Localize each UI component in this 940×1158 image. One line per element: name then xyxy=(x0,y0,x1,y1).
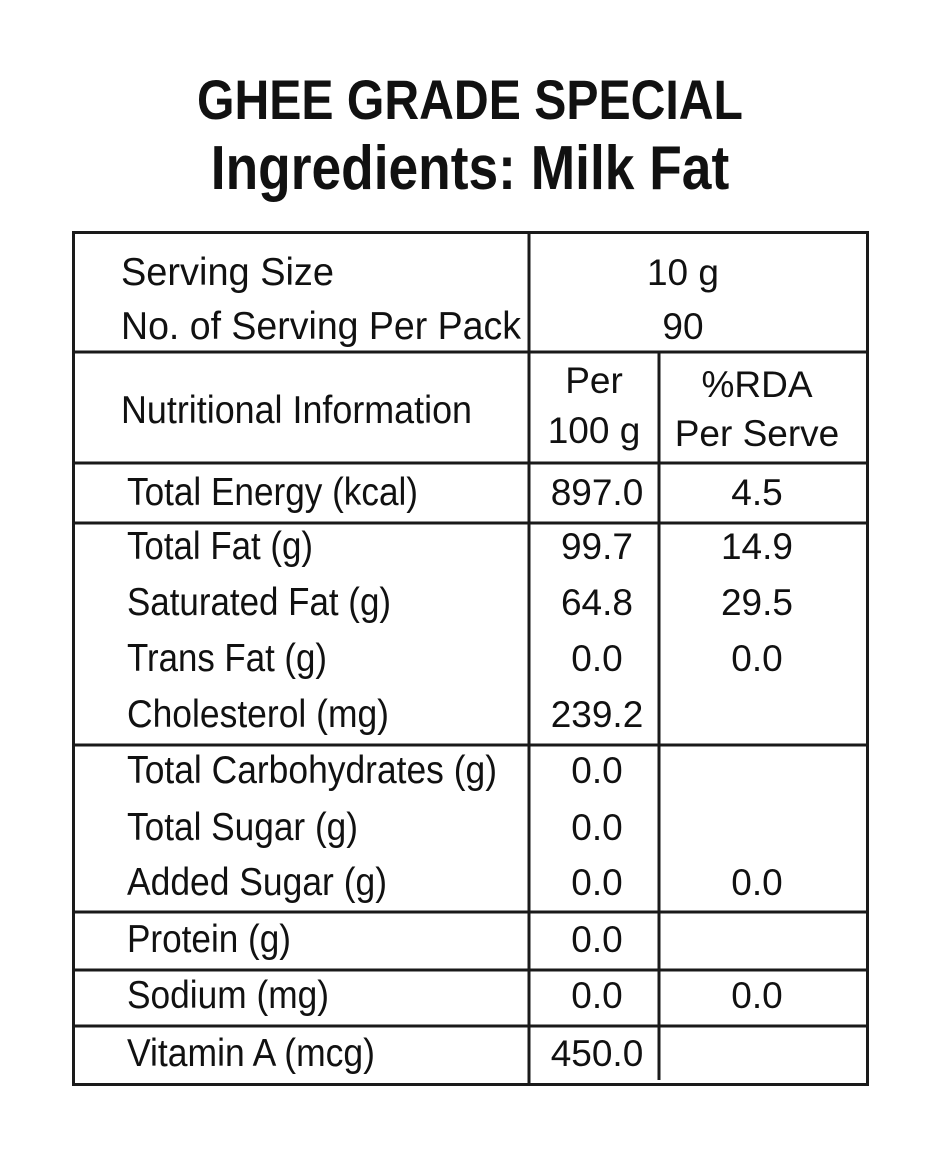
ingredients-line: Ingredients: Milk Fat xyxy=(210,134,730,203)
per-100g-value: 0.0 xyxy=(571,919,622,960)
nutrient-name: Saturated Fat (g) xyxy=(127,581,391,624)
per-100g-value: 0.0 xyxy=(571,638,622,679)
product-title: GHEE GRADE SPECIAL xyxy=(197,68,743,131)
rda-value: 0.0 xyxy=(731,862,782,903)
rda-value: 14.9 xyxy=(721,526,793,567)
per-100g-value: 64.8 xyxy=(561,582,633,623)
servings-per-pack-label: No. of Serving Per Pack xyxy=(121,305,521,348)
nutrient-name: Total Sugar (g) xyxy=(127,806,358,849)
nutrient-rows: Total Energy (kcal) 897.0 4.5 Total Fat (g)… xyxy=(127,471,793,1075)
nutrient-name: Total Energy (kcal) xyxy=(127,471,418,514)
nutrient-name: Vitamin A (mcg) xyxy=(127,1032,375,1075)
rda-value: 0.0 xyxy=(731,975,782,1016)
servings-per-pack-value: 90 xyxy=(662,306,703,347)
nutrient-name: Protein (g) xyxy=(127,918,291,961)
per-100g-value: 0.0 xyxy=(571,975,622,1016)
rda-value: 0.0 xyxy=(731,638,782,679)
nutrient-name: Cholesterol (mg) xyxy=(127,693,389,736)
per-100g-value: 450.0 xyxy=(551,1033,644,1074)
table-border xyxy=(72,231,869,1086)
nutrient-name: Total Fat (g) xyxy=(127,525,313,568)
nutrient-name: Sodium (mg) xyxy=(127,974,329,1017)
rda-value: 29.5 xyxy=(721,582,793,623)
rda-header-line1: %RDA xyxy=(701,364,812,405)
per-100g-value: 897.0 xyxy=(551,472,644,513)
nutrient-name: Trans Fat (g) xyxy=(127,637,327,680)
nutrient-name: Added Sugar (g) xyxy=(127,861,387,904)
nutrient-name: Total Carbohydrates (g) xyxy=(127,749,497,792)
rda-value: 4.5 xyxy=(731,472,782,513)
per-100g-value: 99.7 xyxy=(561,526,633,567)
per-100g-value: 0.0 xyxy=(571,862,622,903)
per-100g-value: 239.2 xyxy=(551,694,644,735)
per-100g-value: 0.0 xyxy=(571,807,622,848)
nutritional-information-header: Nutritional Information xyxy=(121,389,472,432)
per-100g-header-line2: 100 g xyxy=(548,410,641,451)
serving-size-label: Serving Size xyxy=(121,251,334,294)
serving-size-value: 10 g xyxy=(647,252,719,293)
per-100g-header-line1: Per xyxy=(565,360,623,401)
rda-header-line2: Per Serve xyxy=(675,413,840,454)
per-100g-value: 0.0 xyxy=(571,750,622,791)
